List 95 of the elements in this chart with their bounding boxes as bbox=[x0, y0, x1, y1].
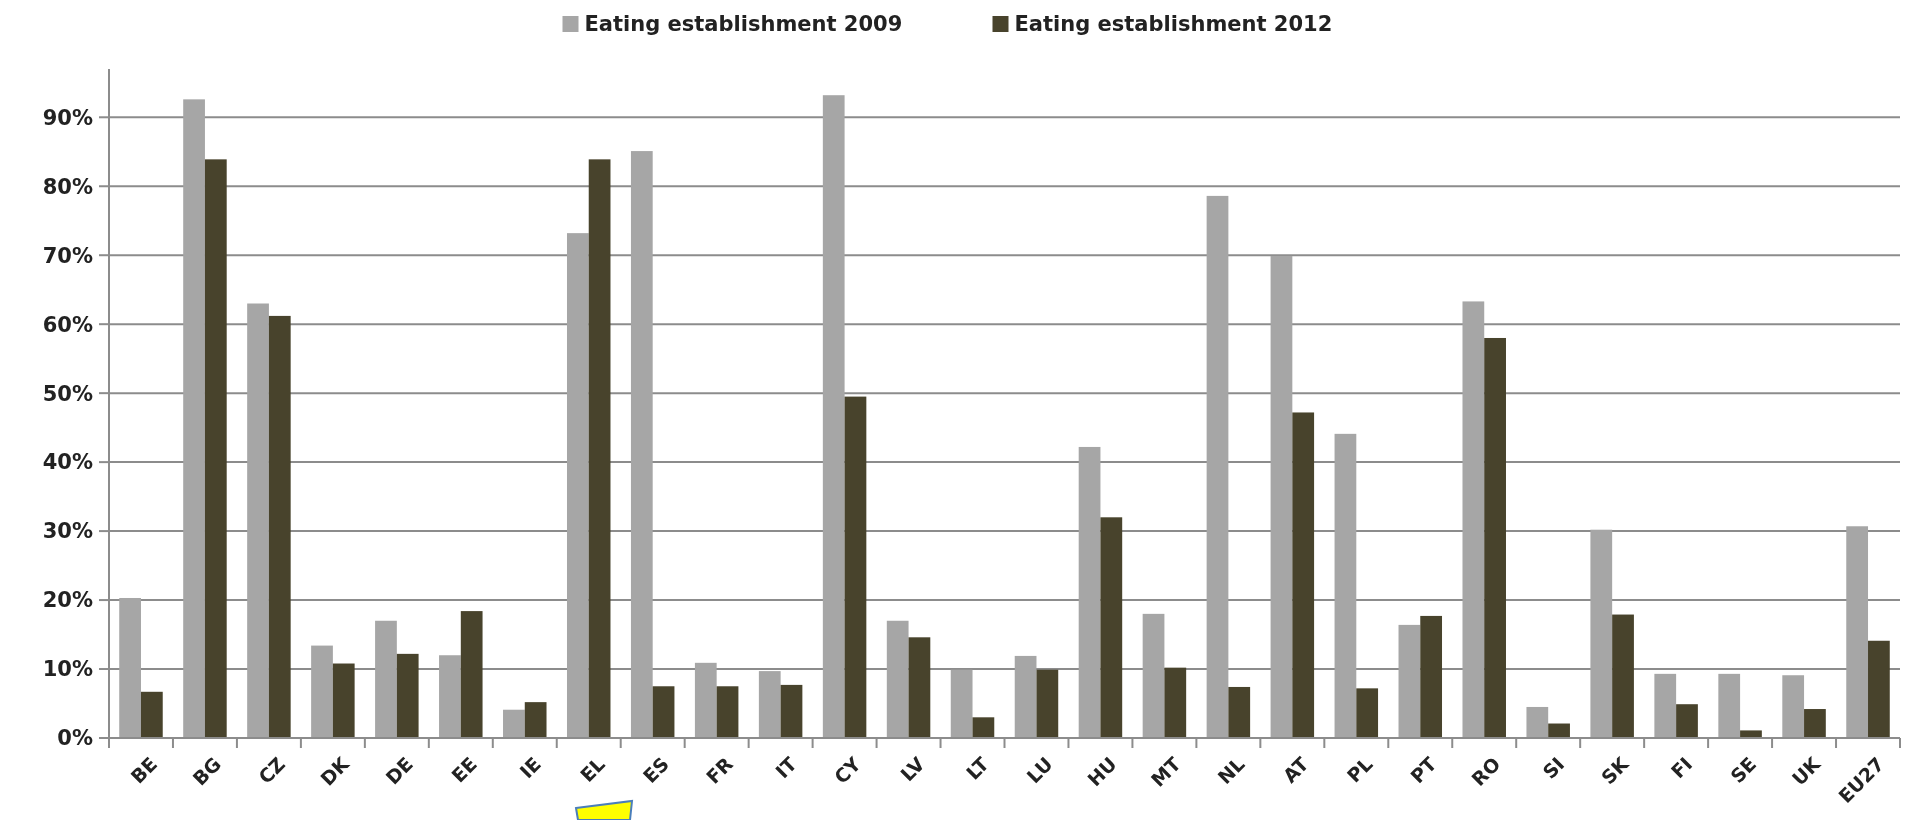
bar bbox=[332, 663, 355, 738]
x-tick-label: AT bbox=[1278, 752, 1313, 787]
y-tick-label: 50% bbox=[42, 381, 93, 406]
bar bbox=[780, 684, 803, 738]
bar bbox=[844, 396, 867, 738]
bar bbox=[1228, 686, 1251, 738]
bar bbox=[119, 597, 141, 738]
x-tick-label: PL bbox=[1342, 752, 1377, 787]
bar bbox=[652, 686, 675, 738]
bar bbox=[1612, 614, 1634, 738]
bar bbox=[1676, 704, 1698, 738]
bar bbox=[375, 620, 397, 738]
bar bbox=[758, 671, 781, 738]
bar bbox=[1270, 255, 1293, 738]
y-tick-label: 30% bbox=[42, 519, 93, 544]
bar bbox=[1036, 669, 1059, 738]
bar bbox=[204, 159, 227, 738]
bar bbox=[1100, 517, 1123, 738]
x-tick-label: PT bbox=[1405, 752, 1441, 788]
bar bbox=[1846, 526, 1869, 738]
bar bbox=[630, 151, 653, 738]
bar bbox=[908, 637, 931, 738]
x-tick-label: SI bbox=[1538, 752, 1569, 783]
bar bbox=[1078, 446, 1101, 738]
bar bbox=[1868, 640, 1890, 738]
x-tick-label: CY bbox=[829, 752, 865, 788]
y-tick-label: 70% bbox=[42, 243, 93, 268]
bar bbox=[1292, 412, 1315, 738]
bar bbox=[1804, 709, 1826, 738]
bar bbox=[183, 99, 205, 738]
bar bbox=[1356, 688, 1379, 738]
bar bbox=[311, 645, 333, 738]
legend-label: Eating establishment 2012 bbox=[1014, 12, 1333, 37]
bar bbox=[822, 95, 845, 738]
bar bbox=[1164, 667, 1187, 738]
x-tick-label: IE bbox=[515, 752, 545, 783]
bar bbox=[886, 620, 909, 738]
bar bbox=[588, 159, 611, 738]
x-tick-label: HU bbox=[1082, 752, 1121, 791]
x-tick-label: SE bbox=[1725, 752, 1761, 788]
bar bbox=[1462, 301, 1485, 738]
bar bbox=[694, 662, 717, 738]
bar bbox=[1654, 673, 1677, 738]
x-tick-label: NL bbox=[1213, 752, 1249, 789]
x-tick-label: ES bbox=[638, 752, 673, 788]
bar bbox=[1014, 655, 1037, 738]
legend-label: Eating establishment 2009 bbox=[584, 12, 903, 37]
bar bbox=[396, 653, 419, 738]
y-tick-label: 90% bbox=[42, 105, 93, 130]
x-tick-label: UK bbox=[1787, 751, 1826, 790]
bar bbox=[1420, 615, 1443, 738]
bar bbox=[1718, 673, 1741, 738]
bar bbox=[503, 709, 525, 738]
bar bbox=[972, 717, 995, 738]
x-tick-label: LU bbox=[1022, 752, 1057, 788]
bar bbox=[1398, 624, 1421, 738]
x-tick-label: IT bbox=[771, 752, 801, 783]
x-tick-label: DE bbox=[381, 752, 418, 789]
bar bbox=[1548, 723, 1570, 738]
x-tick-label: EL bbox=[575, 752, 609, 786]
x-tick-label: MT bbox=[1146, 752, 1185, 791]
bar bbox=[1526, 706, 1549, 738]
y-tick-label: 20% bbox=[42, 588, 93, 613]
bar bbox=[247, 303, 269, 738]
x-tick-label: RO bbox=[1467, 752, 1505, 791]
bar bbox=[140, 691, 163, 738]
bar bbox=[268, 315, 291, 738]
y-tick-label: 60% bbox=[42, 312, 93, 337]
bar bbox=[1782, 675, 1805, 738]
x-tick-label: EE bbox=[447, 752, 482, 787]
bar bbox=[524, 702, 547, 738]
bar bbox=[1590, 529, 1613, 738]
x-tick-label: BE bbox=[126, 752, 162, 788]
x-tick-label: LV bbox=[896, 752, 929, 786]
y-tick-label: 0% bbox=[57, 726, 93, 751]
bar bbox=[1142, 613, 1165, 738]
bar bbox=[1206, 195, 1229, 738]
bar bbox=[950, 669, 973, 738]
bar bbox=[1740, 730, 1762, 738]
bar bbox=[460, 611, 483, 738]
bar bbox=[1334, 433, 1357, 738]
x-tick-label: DK bbox=[315, 751, 355, 790]
y-tick-label: 40% bbox=[42, 450, 93, 475]
x-tick-label: LT bbox=[961, 752, 993, 784]
x-tick-label: CZ bbox=[253, 752, 290, 788]
bar bbox=[716, 686, 739, 738]
y-tick-label: 80% bbox=[42, 174, 93, 199]
x-tick-label: FI bbox=[1666, 752, 1697, 783]
x-tick-label: FR bbox=[701, 752, 738, 788]
x-tick-label: BG bbox=[188, 752, 226, 790]
bar bbox=[1484, 337, 1506, 738]
y-tick-label: 10% bbox=[42, 657, 93, 682]
bar bbox=[566, 233, 589, 738]
bar bbox=[439, 655, 461, 738]
x-tick-label: SK bbox=[1596, 751, 1634, 789]
